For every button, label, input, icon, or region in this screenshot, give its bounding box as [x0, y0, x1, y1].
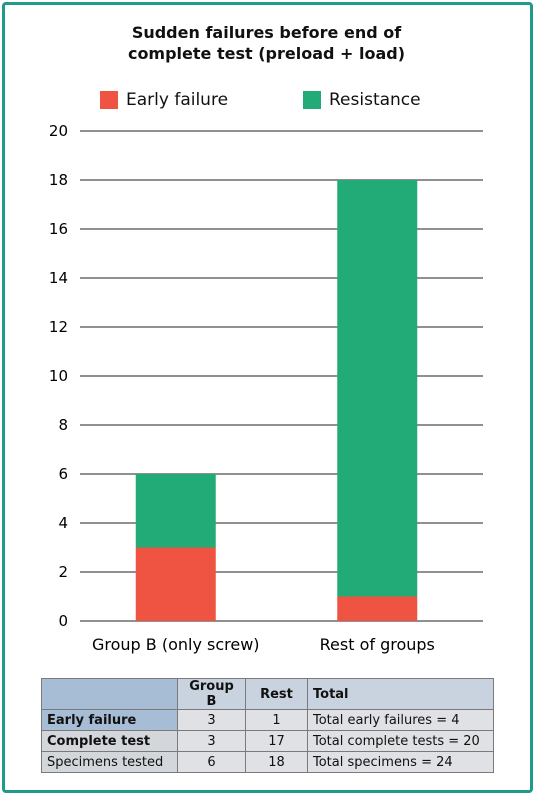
table-row: Specimens tested 6 18 Total specimens = …	[41, 751, 494, 773]
table-header-row: Group B Rest Total	[41, 678, 494, 710]
y-tick-label: 14	[49, 269, 68, 287]
table-header-rest: Rest	[245, 678, 308, 710]
cell-early-failure-group-b: 3	[177, 709, 246, 731]
row-label-complete-test: Complete test	[41, 730, 178, 752]
table-header-total: Total	[307, 678, 494, 710]
cell-early-failure-total: Total early failures = 4	[307, 709, 494, 731]
cell-complete-test-group-b: 3	[177, 730, 246, 752]
legend-label-early-failure: Early failure	[126, 90, 229, 110]
y-tick-label: 18	[49, 171, 68, 189]
bars	[135, 180, 418, 621]
legend-resistance: Resistance	[303, 90, 421, 110]
table-header-group-b: Group B	[177, 678, 246, 710]
cell-specimens-group-b: 6	[177, 751, 246, 773]
cell-complete-test-total: Total complete tests = 20	[307, 730, 494, 752]
y-tick-label: 2	[58, 563, 68, 581]
y-tick-label: 10	[49, 367, 68, 385]
x-tick-label: Rest of groups	[320, 635, 435, 654]
bar-early-failure	[337, 596, 418, 621]
y-tick-label: 0	[58, 612, 68, 630]
legend-early-failure: Early failure	[100, 90, 228, 110]
legend-swatch-early-failure	[100, 91, 118, 109]
chart-title-line-1: Sudden failures before end of	[131, 23, 402, 42]
y-tick-label: 16	[49, 220, 68, 238]
table-header-blank	[41, 678, 178, 710]
cell-complete-test-rest: 17	[245, 730, 308, 752]
chart-title: Sudden failures before end of complete t…	[0, 22, 533, 64]
row-label-early-failure: Early failure	[41, 709, 178, 731]
y-tick-labels: 0 2 4 6 8 10 12 14 16 18 20	[49, 122, 68, 630]
bar-early-failure	[135, 547, 216, 621]
cell-specimens-rest: 18	[245, 751, 308, 773]
y-tick-label: 8	[58, 416, 68, 434]
table-row: Complete test 3 17 Total complete tests …	[41, 730, 494, 752]
y-tick-label: 20	[49, 122, 68, 140]
summary-table: Group B Rest Total Early failure 3 1 Tot…	[41, 678, 494, 773]
legend-label-resistance: Resistance	[329, 90, 421, 110]
row-label-specimens-tested: Specimens tested	[41, 751, 178, 773]
y-tick-label: 4	[58, 514, 68, 532]
cell-early-failure-rest: 1	[245, 709, 308, 731]
bar-resistance	[135, 474, 216, 548]
bar-chart: 0 2 4 6 8 10 12 14 16 18 20 Group B (only screw) Re…	[49, 122, 483, 654]
chart-title-line-2: complete test (preload + load)	[127, 44, 406, 63]
table-row: Early failure 3 1 Total early failures =…	[41, 709, 494, 731]
bar-resistance	[337, 180, 418, 597]
y-tick-label: 12	[49, 318, 68, 336]
y-tick-label: 6	[58, 465, 68, 483]
legend-swatch-resistance	[303, 91, 321, 109]
cell-specimens-total: Total specimens = 24	[307, 751, 494, 773]
x-tick-label: Group B (only screw)	[92, 635, 260, 654]
x-tick-labels: Group B (only screw) Rest of groups	[92, 635, 435, 654]
